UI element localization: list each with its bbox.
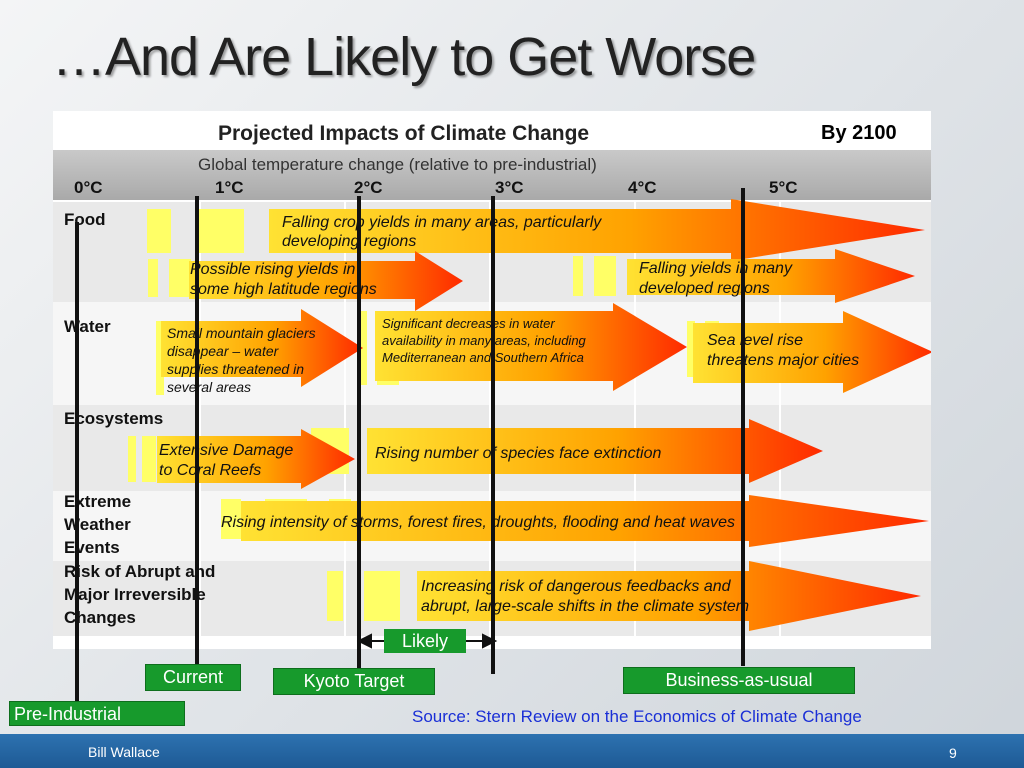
category-water: Water bbox=[64, 317, 111, 336]
impact-coral-line2: to Coral Reefs bbox=[159, 462, 261, 479]
category-abrupt-line3: Changes bbox=[64, 608, 136, 627]
footer-author: Bill Wallace bbox=[88, 744, 160, 760]
arrow-rising-yields bbox=[189, 251, 463, 311]
category-abrupt-line1: Risk of Abrupt and bbox=[64, 562, 215, 581]
kyoto-line-right bbox=[491, 196, 495, 674]
impact-sea-level-line2: threatens major cities bbox=[707, 352, 859, 369]
impact-falling-crop-line2: developing regions bbox=[282, 233, 416, 250]
impact-water-decreases-line2: availability in many areas, including bbox=[382, 333, 587, 348]
footer-bar: Bill Wallace 9 bbox=[0, 734, 1024, 768]
kyoto-line-left bbox=[357, 196, 361, 668]
tick-label-3c: 3°C bbox=[495, 178, 524, 197]
source-citation: Source: Stern Review on the Economics of… bbox=[412, 707, 862, 726]
impact-water-decreases-line1: Significant decreases in water bbox=[382, 316, 555, 331]
current-label: Current bbox=[145, 664, 241, 691]
arrow-falling-yields-developed bbox=[627, 249, 915, 303]
category-food: Food bbox=[64, 210, 106, 229]
impact-coral-line1: Extensive Damage bbox=[159, 442, 293, 459]
impact-rising-yields-line1: Possible rising yields in bbox=[190, 261, 356, 278]
business-as-usual-line bbox=[741, 188, 745, 666]
tick-label-0c: 0°C bbox=[74, 178, 103, 197]
slide-title: …And Are Likely to Get Worse bbox=[52, 27, 756, 87]
kyoto-target-label: Kyoto Target bbox=[273, 668, 435, 695]
impact-storms-droughts: Rising intensity of storms, forest fires… bbox=[221, 514, 735, 531]
tick-label-2c: 2°C bbox=[354, 178, 383, 197]
arrow-storms-droughts bbox=[241, 495, 929, 547]
arrow-sea-level-rise bbox=[693, 311, 931, 393]
diagram-title: Projected Impacts of Climate Change bbox=[218, 122, 589, 145]
impact-glaciers-line3: supplies threatened in bbox=[167, 361, 304, 377]
arrow-coral-reefs bbox=[157, 429, 355, 489]
page-number: 9 bbox=[949, 745, 957, 761]
tick-label-1c: 1°C bbox=[215, 178, 244, 197]
tick-label-4c: 4°C bbox=[628, 178, 657, 197]
impact-falling-developed-line1: Falling yields in many bbox=[639, 260, 793, 277]
category-weather-line3: Events bbox=[64, 538, 120, 557]
impact-rising-yields-line2: some high latitude regions bbox=[190, 281, 377, 298]
arrow-species-extinction bbox=[367, 419, 823, 483]
pre-industrial-line bbox=[75, 222, 79, 702]
arrow-abrupt-shifts bbox=[417, 561, 921, 631]
arrow-falling-crop-yields bbox=[269, 199, 925, 261]
impact-glaciers-line4: several areas bbox=[167, 379, 251, 395]
scale-caption: Global temperature change (relative to p… bbox=[198, 155, 597, 174]
impact-falling-developed-line2: developed regions bbox=[639, 280, 770, 297]
impact-water-decreases-line3: Mediterranean and Southern Africa bbox=[382, 350, 584, 365]
likely-label: Likely bbox=[384, 629, 466, 653]
arrow-water-decreases bbox=[375, 303, 687, 391]
impact-abrupt-line2: abrupt, large-scale shifts in the climat… bbox=[421, 598, 749, 615]
business-as-usual-label: Business-as-usual bbox=[623, 667, 855, 694]
impact-falling-crop-line1: Falling crop yields in many areas, parti… bbox=[282, 214, 602, 231]
impact-sea-level-line1: Sea level rise bbox=[707, 332, 803, 349]
impact-glaciers-line1: Small mountain glaciers bbox=[167, 325, 316, 341]
pre-industrial-label: Pre-Industrial bbox=[9, 701, 185, 726]
impact-species-extinction: Rising number of species face extinction bbox=[375, 445, 661, 462]
category-abrupt-line2: Major Irreversible bbox=[64, 585, 206, 604]
temperature-scale-band bbox=[53, 150, 931, 200]
category-ecosystems: Ecosystems bbox=[64, 409, 163, 428]
tick-label-5c: 5°C bbox=[769, 178, 798, 197]
impact-abrupt-line1: Increasing risk of dangerous feedbacks a… bbox=[421, 578, 732, 595]
arrow-small-glaciers bbox=[161, 309, 363, 387]
impact-glaciers-line2: disappear – water bbox=[167, 343, 280, 359]
category-weather-line2: Weather bbox=[64, 515, 131, 534]
category-weather-line1: Extreme bbox=[64, 492, 131, 511]
year-label: By 2100 bbox=[821, 122, 897, 144]
current-line bbox=[195, 196, 199, 664]
